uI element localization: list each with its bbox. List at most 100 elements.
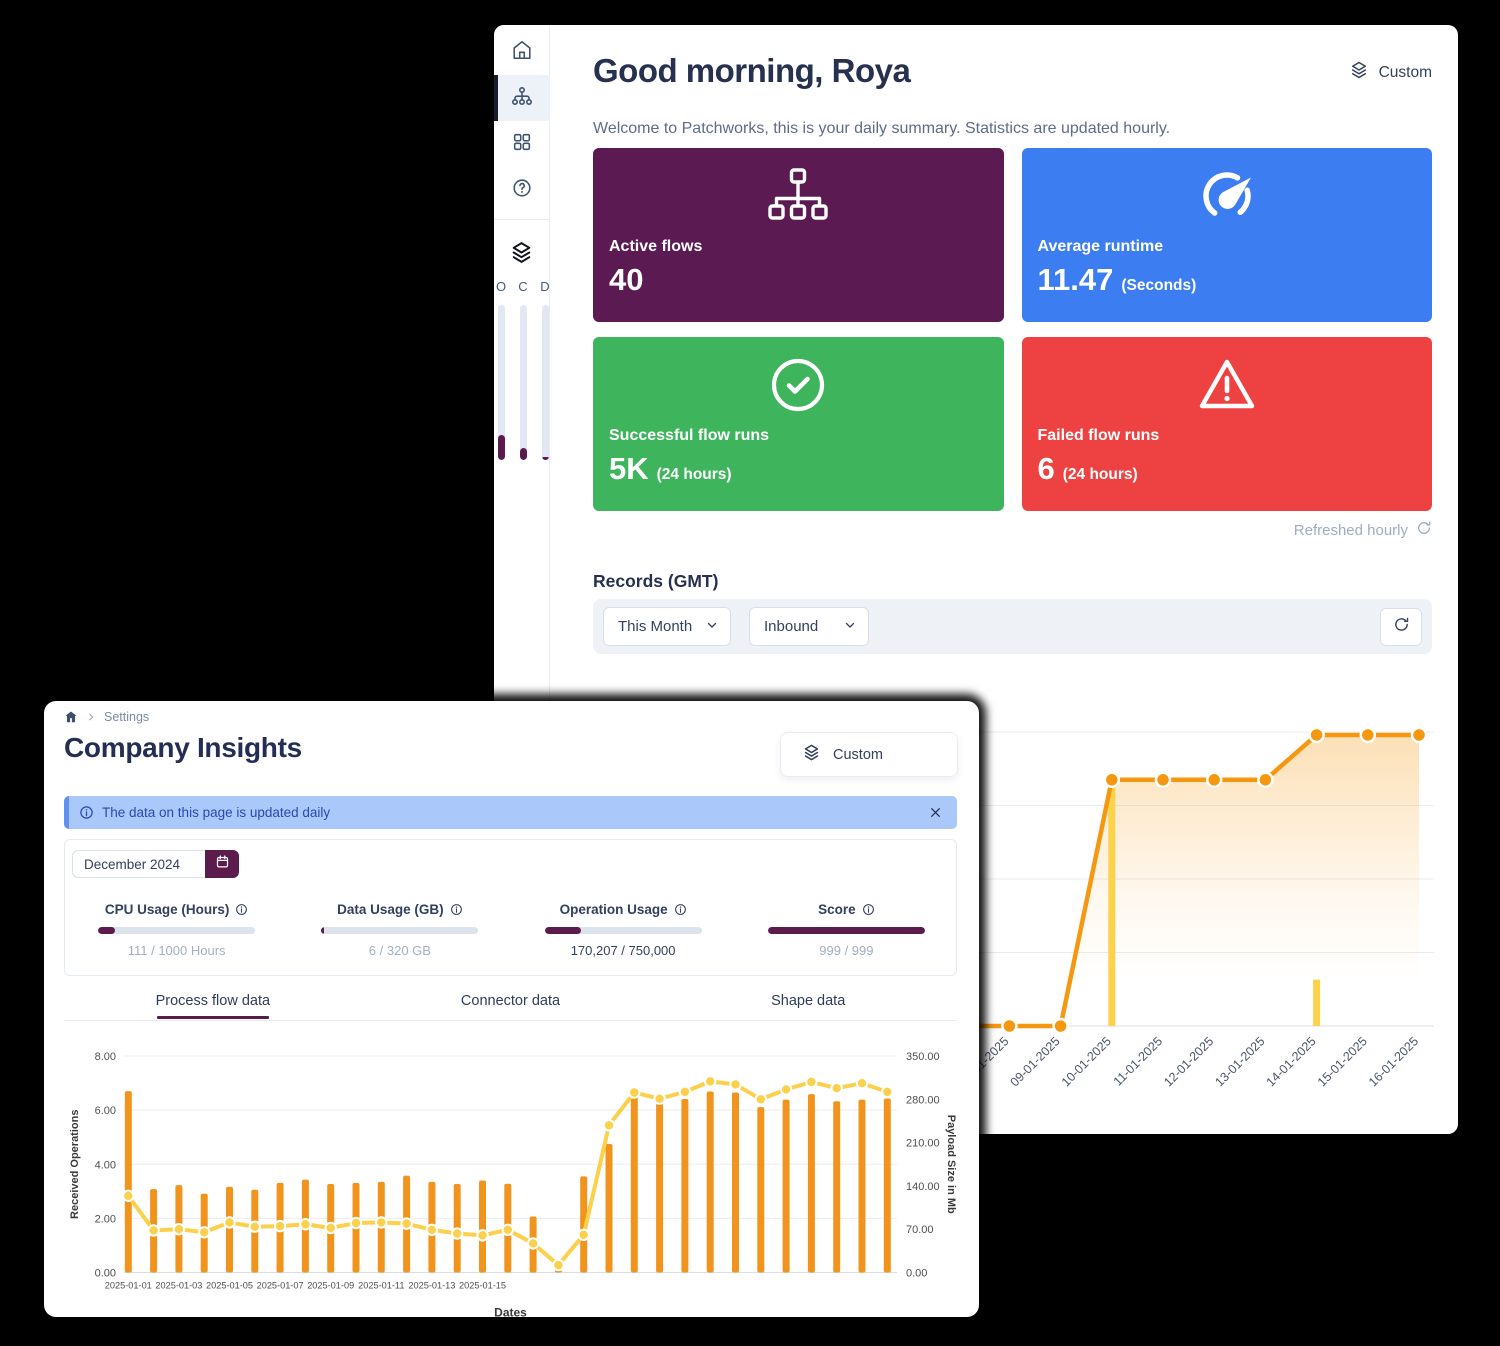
gauge-fill [497, 435, 505, 460]
gauge-data[interactable]: D [534, 278, 556, 460]
active-tab-underline [156, 1016, 269, 1019]
meter-value: 6 / 320 GB [368, 943, 431, 958]
gauge-cpu[interactable]: C [512, 278, 534, 460]
stat-value: 6 [1037, 451, 1055, 486]
svg-text:2025-01-09: 2025-01-09 [307, 1281, 354, 1291]
svg-text:0.00: 0.00 [906, 1268, 927, 1280]
info-icon[interactable] [450, 903, 463, 916]
gauge-operations[interactable]: O [494, 278, 512, 460]
chevron-down-icon [706, 618, 718, 635]
breadcrumb-settings[interactable]: Settings [104, 710, 150, 724]
close-icon[interactable] [929, 806, 942, 819]
refresh-button[interactable] [1380, 607, 1422, 646]
stat-label: Active flows [609, 238, 703, 255]
gauge-icon [1199, 168, 1255, 229]
dashboard-content: Good morning, Roya Welcome to Patchworks… [550, 25, 1458, 1134]
page-title: Company Insights [64, 732, 302, 763]
svg-text:2025-01-15: 2025-01-15 [459, 1281, 506, 1291]
records-title: Records (GMT) [593, 571, 719, 591]
month-input-value: December 2024 [84, 856, 181, 872]
period-select-value: This Month [618, 618, 693, 635]
direction-select-value: Inbound [764, 618, 819, 635]
svg-text:140.00: 140.00 [906, 1181, 940, 1193]
stat-card-failed-flow-runs[interactable]: Failed flow runs 6 (24 hours) [1021, 337, 1432, 511]
svg-text:Received Operations: Received Operations [69, 1110, 81, 1219]
tab-label: Process flow data [155, 993, 271, 1009]
direction-select[interactable]: Inbound [749, 607, 869, 646]
stat-suffix: (Seconds) [1121, 277, 1197, 294]
stat-value: 11.47 [1037, 262, 1114, 297]
sidebar-item-home[interactable] [494, 29, 550, 75]
svg-text:6.00: 6.00 [95, 1105, 116, 1117]
meter-label: Operation Usage [559, 901, 668, 917]
check-circle-icon [770, 357, 826, 418]
tabs: Process flow data Connector data Shape d… [64, 993, 957, 1019]
svg-text:2025-01-01: 2025-01-01 [105, 1281, 152, 1291]
banner-message: The data on this page is updated daily [102, 805, 331, 820]
custom-button[interactable]: Custom [1349, 60, 1432, 85]
breadcrumb: Settings [64, 709, 957, 725]
stat-label: Failed flow runs [1037, 427, 1160, 444]
progress-fill [98, 927, 116, 934]
meter-value: 111 / 1000 Hours [127, 943, 226, 958]
svg-text:350.00: 350.00 [906, 1051, 940, 1063]
chevron-down-icon [844, 618, 856, 635]
svg-text:210.00: 210.00 [906, 1138, 940, 1150]
tab-connector-data[interactable]: Connector data [362, 993, 660, 1019]
svg-text:2.00: 2.00 [95, 1213, 116, 1225]
sidebar-item-flows[interactable] [494, 75, 550, 121]
period-select[interactable]: This Month [603, 607, 731, 646]
info-icon[interactable] [674, 903, 687, 916]
gauge-letter-c: C [518, 279, 528, 294]
month-input[interactable]: December 2024 [72, 850, 205, 878]
meter-value: 170,207 / 750,000 [570, 943, 676, 958]
meter-label: Data Usage (GB) [337, 901, 444, 917]
info-icon[interactable] [235, 903, 248, 916]
tab-process-flow-data[interactable]: Process flow data [64, 993, 362, 1019]
gauge-letter-o: O [495, 279, 507, 294]
page-title: Good morning, Roya [593, 52, 911, 89]
help-icon [511, 177, 533, 204]
gauge-fill [519, 448, 527, 460]
stat-card-average-runtime[interactable]: Average runtime 11.47 (Seconds) [1021, 148, 1432, 322]
custom-button[interactable]: Custom [780, 732, 958, 777]
meter-data-usage: Data Usage (GB) 6 / 320 GB [288, 900, 511, 958]
sidebar-item-apps[interactable] [494, 121, 550, 167]
meter-cpu-usage: CPU Usage (Hours) 111 / 1000 Hours [65, 900, 288, 958]
svg-text:2025-01-07: 2025-01-07 [257, 1281, 304, 1291]
gauge-track [541, 305, 549, 460]
svg-text:12-01-2025: 12-01-2025 [1161, 1034, 1216, 1089]
gauge-fill [541, 457, 549, 460]
progress-track [98, 927, 256, 934]
svg-text:8.00: 8.00 [95, 1051, 116, 1063]
layers-icon[interactable] [494, 240, 549, 265]
stat-card-active-flows[interactable]: Active flows 40 [593, 148, 1004, 322]
meter-label: Score [818, 901, 856, 917]
stat-label: Average runtime [1037, 238, 1164, 255]
svg-text:70.00: 70.00 [906, 1224, 934, 1236]
home-icon[interactable] [64, 710, 78, 724]
calendar-icon [215, 854, 230, 874]
warning-triangle-icon [1197, 357, 1257, 418]
svg-text:14-01-2025: 14-01-2025 [1264, 1034, 1319, 1089]
tab-label: Shape data [771, 993, 846, 1009]
sidebar-item-help[interactable] [494, 167, 550, 213]
svg-text:10-01-2025: 10-01-2025 [1059, 1034, 1114, 1089]
meter-value: 999 / 999 [819, 943, 874, 958]
info-icon[interactable] [862, 903, 875, 916]
meters-row: CPU Usage (Hours) 111 / 1000 Hours Data … [65, 900, 958, 958]
stat-card-successful-flow-runs[interactable]: Successful flow runs 5K (24 hours) [593, 337, 1004, 511]
info-banner: The data on this page is updated daily [64, 796, 957, 829]
svg-text:11-01-2025: 11-01-2025 [1111, 1034, 1165, 1088]
tab-shape-data[interactable]: Shape data [659, 993, 957, 1019]
tabs-divider [64, 1020, 957, 1021]
custom-button-label: Custom [1378, 63, 1432, 81]
svg-text:0.00: 0.00 [95, 1268, 116, 1280]
progress-fill [321, 927, 325, 934]
usage-card: December 2024 CPU Usage (Hours) 111 / 10… [64, 839, 957, 976]
process-flow-chart: 0.00 2.00 4.00 6.00 8.00 0.00 70.00 140.00 210.0… [64, 1030, 957, 1320]
progress-track [544, 927, 702, 934]
info-icon [79, 805, 94, 820]
home-icon [511, 39, 533, 66]
calendar-button[interactable] [205, 850, 239, 878]
